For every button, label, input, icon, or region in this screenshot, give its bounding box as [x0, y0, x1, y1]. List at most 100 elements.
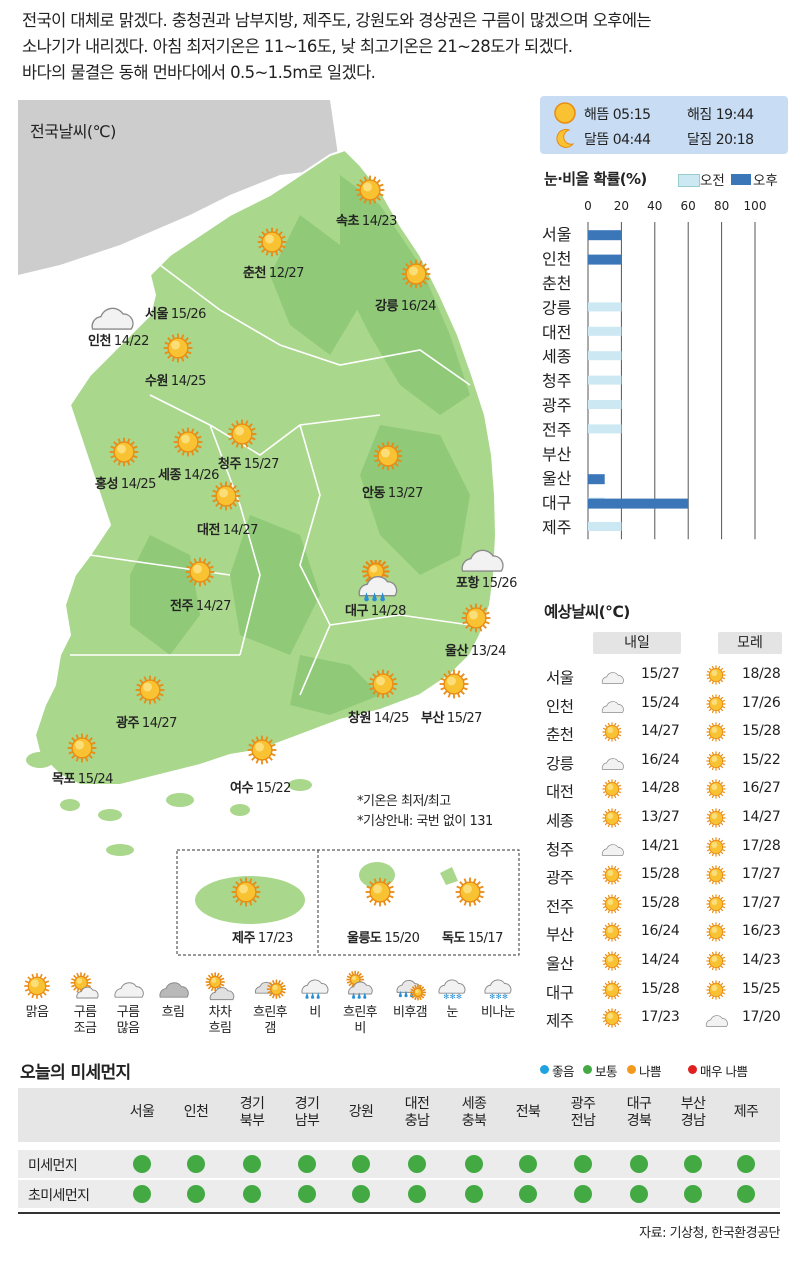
inset-weather-icon — [362, 874, 398, 914]
map-city-temp: 14/27 — [195, 599, 231, 614]
legend-label-am: 오전 — [700, 173, 725, 189]
cloud-icon — [91, 307, 134, 330]
sun-icon — [227, 419, 257, 449]
dust-region-label: 대구 경북 — [626, 1096, 652, 1129]
svg-text:✻: ✻ — [450, 992, 456, 1001]
sun-icon — [109, 437, 139, 467]
dust-level-dot — [187, 1155, 205, 1173]
map-city-temp: 15/27 — [243, 457, 279, 472]
inset-weather-icon — [452, 874, 488, 914]
map-weather-icon — [458, 532, 504, 582]
sun-icon — [135, 675, 165, 705]
category-label: 울산 — [542, 469, 572, 488]
map-weather-icon — [64, 730, 100, 770]
forecast-icon-dayafter — [704, 720, 728, 748]
map-city-name: 안동 — [362, 486, 385, 501]
sun-icon — [455, 877, 485, 907]
legend-icon — [112, 970, 144, 1006]
map-weather-icon — [170, 424, 206, 464]
forecast-icon-dayafter — [704, 978, 728, 1006]
summary-line: 소나기가 내리겠다. 아침 최저기온은 11~16도, 낮 최고기온은 21~2… — [22, 37, 573, 56]
map-city-label: 여수 15/22 — [230, 777, 291, 796]
dust-level-dot — [243, 1185, 261, 1203]
dust-level-dot — [298, 1185, 316, 1203]
category-label: 광주 — [542, 396, 571, 415]
forecast-city: 청주 — [546, 840, 574, 859]
sun-icon — [247, 735, 277, 765]
dust-bottom-rule — [18, 1212, 780, 1214]
forecast-icon-dayafter — [704, 777, 728, 805]
forecast-icon-dayafter — [704, 863, 728, 891]
x-tick-label: 100 — [744, 199, 767, 213]
legend-icon — [344, 970, 376, 1006]
forecast-icon-tomorrow — [600, 949, 624, 977]
svg-text:✻: ✻ — [502, 992, 508, 1001]
forecast-col-dayafter: 모레 — [718, 632, 782, 654]
dust-level-dot — [627, 1065, 636, 1074]
category-label: 인천 — [542, 250, 571, 269]
x-tick-label: 0 — [584, 199, 592, 213]
bar-am — [588, 424, 622, 434]
svg-text:✻: ✻ — [456, 992, 462, 1001]
map-city-name: 창원 — [348, 711, 371, 726]
forecast-city: 부산 — [546, 926, 574, 945]
forecast-city: 강릉 — [546, 754, 574, 773]
x-tick-label: 80 — [714, 199, 729, 213]
dust-row-label: 미세먼지 — [28, 1158, 78, 1174]
map-city-temp: 12/27 — [268, 266, 304, 281]
map-city-name: 춘천 — [243, 266, 266, 281]
dust-level-dot — [352, 1185, 370, 1203]
sun-icon — [602, 1008, 622, 1028]
map-weather-icon — [224, 416, 260, 456]
forecast-city: 대구 — [546, 983, 574, 1002]
dust-level-dot — [574, 1155, 592, 1173]
dust-region-label: 인천 — [183, 1104, 209, 1120]
forecast-icon-tomorrow — [600, 777, 624, 805]
dust-level-dot — [630, 1155, 648, 1173]
category-label: 춘천 — [542, 274, 571, 293]
dust-region-label: 제주 — [733, 1104, 759, 1120]
bar-am — [588, 302, 622, 312]
ulleungdo-island — [359, 862, 395, 888]
category-label: 청주 — [542, 372, 571, 391]
map-weather-icon — [88, 290, 134, 340]
forecast-temp-tomorrow: 17/23 — [641, 1009, 680, 1026]
forecast-city: 세종 — [546, 812, 574, 830]
forecast-icon-tomorrow — [600, 978, 624, 1006]
map-city-temp: 14/28 — [370, 604, 406, 619]
forecast-temp-tomorrow: 15/27 — [641, 666, 680, 682]
map-city-label: 서울 15/26 — [145, 303, 206, 322]
islands — [26, 752, 312, 856]
sun-icon — [706, 751, 726, 771]
dust-region-label: 서울 — [129, 1104, 155, 1120]
forecast-icon-tomorrow — [600, 892, 624, 920]
sun-icon — [602, 865, 622, 885]
forecast-city: 전주 — [546, 897, 574, 916]
category-label: 부산 — [542, 445, 572, 464]
forecast-icon-tomorrow — [600, 863, 624, 891]
dust-level-dot — [630, 1185, 648, 1203]
forecast-summary: 전국이 대체로 맑겠다. 충청권과 남부지방, 제주도, 강원도와 경상권은 구… — [22, 8, 792, 86]
moonrise-time: 04:44 — [612, 132, 651, 148]
dust-level-dot — [737, 1185, 755, 1203]
shower-icon — [358, 557, 398, 602]
map-weather-icon — [370, 438, 406, 478]
forecast-icon-dayafter — [704, 920, 728, 948]
cloud-icon — [601, 758, 624, 770]
bar-pm — [588, 474, 605, 485]
sun-moon-box: 해뜸 05:15 해짐 19:44 달뜸 04:44 달짐 20:18 — [540, 96, 788, 154]
map-weather-icon — [398, 256, 434, 296]
cloud-icon — [114, 982, 144, 998]
map-city-temp: 14/27 — [222, 523, 258, 538]
forecast-temp-tomorrow: 16/24 — [641, 751, 680, 768]
sun-icon — [602, 779, 622, 799]
forecast-temp-tomorrow: 15/28 — [641, 894, 680, 911]
map-city-label: 홍성 14/25 — [95, 473, 156, 492]
sun-icon — [185, 557, 215, 587]
sun-icon — [365, 877, 395, 907]
map-city-name: 대구 — [345, 604, 368, 619]
forecast-temp-dayafter: 15/22 — [742, 751, 781, 768]
forecast-temp-tomorrow: 14/24 — [641, 952, 680, 968]
legend-label: 차차 흐림 — [208, 1005, 232, 1036]
dust-level-dot — [574, 1185, 592, 1203]
